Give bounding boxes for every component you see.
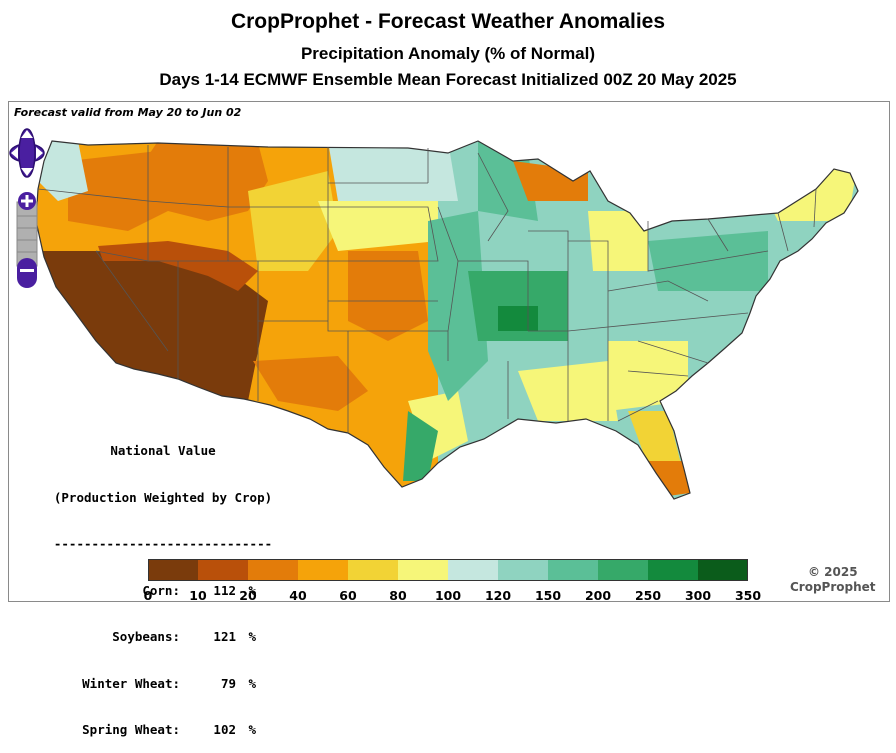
legend-swatch xyxy=(398,559,449,581)
national-value-box: National Value (Production Weighted by C… xyxy=(30,412,296,753)
legend-swatch xyxy=(348,559,399,581)
legend-tick-label: 60 xyxy=(339,588,357,603)
national-row-soybeans: Soybeans: 121 % xyxy=(30,629,296,645)
legend-tick-label: 40 xyxy=(289,588,307,603)
legend-tick-label: 150 xyxy=(534,588,562,603)
precipitation-map[interactable] xyxy=(8,101,888,600)
zoom-slider[interactable] xyxy=(16,201,38,267)
legend-outline xyxy=(148,559,748,581)
legend-tick-label: 250 xyxy=(634,588,662,603)
color-legend xyxy=(148,559,748,581)
legend-swatch xyxy=(248,559,299,581)
crop-value: 112 xyxy=(213,582,236,598)
copyright-year: © 2025 xyxy=(807,565,858,579)
crop-label: Spring Wheat: xyxy=(82,722,180,737)
legend-swatch xyxy=(148,559,199,581)
page-subtitle: Precipitation Anomaly (% of Normal) xyxy=(300,44,596,63)
legend-tick-label: 10 xyxy=(189,588,207,603)
forecast-valid-text: Forecast valid from May 20 to Jun 02 xyxy=(14,106,242,119)
plus-icon[interactable] xyxy=(18,192,36,210)
crop-unit: % xyxy=(248,582,256,598)
crop-unit: % xyxy=(248,629,256,644)
national-divider: ----------------------------- xyxy=(53,536,273,551)
crop-unit: % xyxy=(248,722,256,737)
crop-label: Corn: xyxy=(142,582,180,598)
legend-tick-label: 20 xyxy=(239,588,257,603)
legend-swatch xyxy=(298,559,349,581)
national-row-winter-wheat: Winter Wheat: 79 % xyxy=(30,676,296,692)
legend-swatch xyxy=(498,559,549,581)
legend-swatch xyxy=(448,559,499,581)
legend-swatch xyxy=(598,559,649,581)
national-subheading: (Production Weighted by Crop) xyxy=(53,489,273,505)
legend-swatch xyxy=(198,559,249,581)
copyright-brand: CropProphet xyxy=(790,580,876,594)
crop-unit: % xyxy=(248,675,256,691)
crop-label: Soybeans: xyxy=(112,629,180,644)
national-row-corn: Corn: 112 % xyxy=(30,583,296,599)
crop-value: 79 xyxy=(220,675,236,691)
crop-value: 121 xyxy=(213,629,236,644)
legend-tick-label: 200 xyxy=(584,588,612,603)
legend-tick-label: 0 xyxy=(143,588,153,603)
legend-tick-label: 100 xyxy=(434,588,462,603)
pan-arrows-icon[interactable] xyxy=(9,128,45,178)
state-boundaries xyxy=(35,140,859,500)
map-navigation[interactable] xyxy=(8,126,48,292)
legend-tick-label: 300 xyxy=(684,588,712,603)
copyright-block: © 2025 CropProphet xyxy=(790,565,876,595)
crop-value: 102 xyxy=(213,722,236,737)
legend-swatch xyxy=(548,559,599,581)
crop-label: Winter Wheat: xyxy=(82,675,180,691)
national-heading: National Value xyxy=(110,443,216,458)
legend-tick-label: 120 xyxy=(484,588,512,603)
forecast-description: Days 1-14 ECMWF Ensemble Mean Forecast I… xyxy=(159,70,737,89)
legend-tick-label: 80 xyxy=(389,588,407,603)
page-title: CropProphet - Forecast Weather Anomalies xyxy=(230,10,666,33)
legend-tick-label: 350 xyxy=(734,588,762,603)
minus-icon[interactable] xyxy=(17,258,37,288)
legend-swatch xyxy=(648,559,699,581)
national-row-spring-wheat: Spring Wheat: 102 % xyxy=(30,722,296,738)
legend-swatch xyxy=(698,559,748,581)
